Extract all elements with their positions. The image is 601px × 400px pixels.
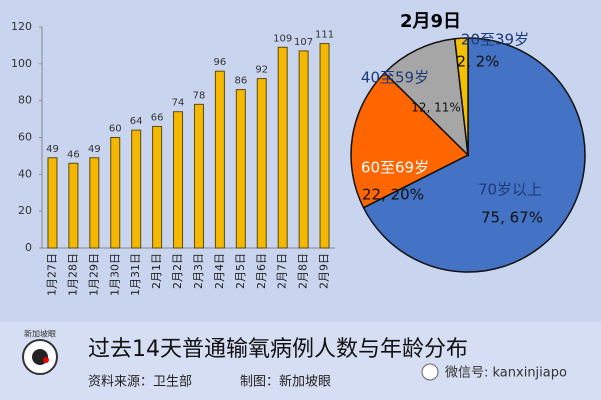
data-label: 64: [130, 116, 143, 127]
y-tick-label: 120: [11, 20, 32, 33]
data-label: 74: [172, 98, 185, 109]
data-label: 92: [255, 65, 268, 76]
x-tick-label: 2月3日: [192, 253, 205, 289]
slice-label: 22, 20%: [362, 186, 424, 204]
bar: [47, 157, 58, 249]
x-tick-label: 2月7日: [276, 253, 289, 289]
slice-label: 12, 11%: [411, 101, 461, 115]
slice-label: 75, 67%: [481, 209, 543, 227]
data-label: 60: [109, 124, 122, 135]
data-label: 111: [315, 30, 334, 41]
bar: [152, 125, 163, 249]
logo-text: 新加坡眼: [24, 329, 56, 339]
slice-name: 40至59岁: [361, 69, 429, 87]
data-label: 66: [151, 112, 164, 123]
y-tick-label: 40: [18, 167, 32, 180]
pie-slice: [350, 71, 470, 209]
y-tick-label: 100: [11, 57, 32, 70]
data-label: 109: [273, 33, 292, 44]
x-tick-label: 2月8日: [297, 253, 310, 289]
wechat-icon: [421, 363, 439, 381]
footer-title: 过去14天普通输氧病例人数与年龄分布: [88, 337, 468, 362]
bar: [277, 46, 288, 249]
bar: [173, 111, 184, 249]
slice-name: 60至69岁: [361, 159, 429, 177]
pie-slice: [362, 37, 586, 273]
bar: [298, 50, 309, 249]
x-tick-label: 1月27日: [45, 253, 58, 296]
y-tick-label: 20: [18, 204, 32, 217]
bar: [193, 103, 204, 249]
bar: [131, 129, 142, 249]
data-label: 49: [46, 144, 59, 155]
y-tick-label: 60: [18, 131, 32, 144]
x-tick-label: 2月5日: [234, 253, 247, 289]
x-tick-label: 1月28日: [66, 253, 79, 296]
data-label: 96: [214, 57, 227, 68]
data-label: 49: [88, 144, 101, 155]
x-tick-label: 2月4日: [213, 253, 226, 289]
data-label: 107: [294, 37, 313, 48]
slice-label: 2, 2%: [457, 53, 500, 71]
data-label: 46: [67, 149, 80, 160]
bar: [214, 70, 225, 249]
bar: [256, 78, 267, 249]
footer-maker: 制图：新加坡眼: [240, 374, 331, 390]
bar: [319, 43, 330, 249]
data-label: 86: [234, 76, 247, 87]
pie-slice: [453, 37, 469, 156]
x-tick-label: 1月31日: [129, 253, 142, 296]
logo-dot: [43, 357, 49, 363]
slice-name: 70岁以上: [478, 181, 542, 199]
data-label: 78: [193, 90, 206, 101]
pie-slice: [383, 37, 469, 158]
footer-source: 资料来源：卫生部: [88, 375, 192, 390]
footer-wechat: 微信号: kanxinjiapo: [445, 366, 567, 381]
footer-band: [0, 322, 601, 400]
x-tick-label: 2月2日: [171, 253, 184, 289]
bar: [68, 162, 79, 249]
y-tick-label: 0: [25, 241, 32, 254]
bar: [110, 137, 121, 249]
x-tick-label: 2月1日: [150, 253, 163, 289]
y-tick-label: 80: [18, 94, 32, 107]
x-tick-label: 1月30日: [108, 253, 121, 296]
slice-name: 20至39岁: [461, 31, 529, 49]
x-tick-label: 1月29日: [87, 253, 100, 296]
bar: [89, 157, 100, 249]
x-tick-label: 2月9日: [318, 253, 331, 289]
x-tick-label: 2月6日: [255, 253, 268, 289]
bar: [235, 89, 246, 249]
pie-title: 2月9日: [400, 11, 461, 32]
